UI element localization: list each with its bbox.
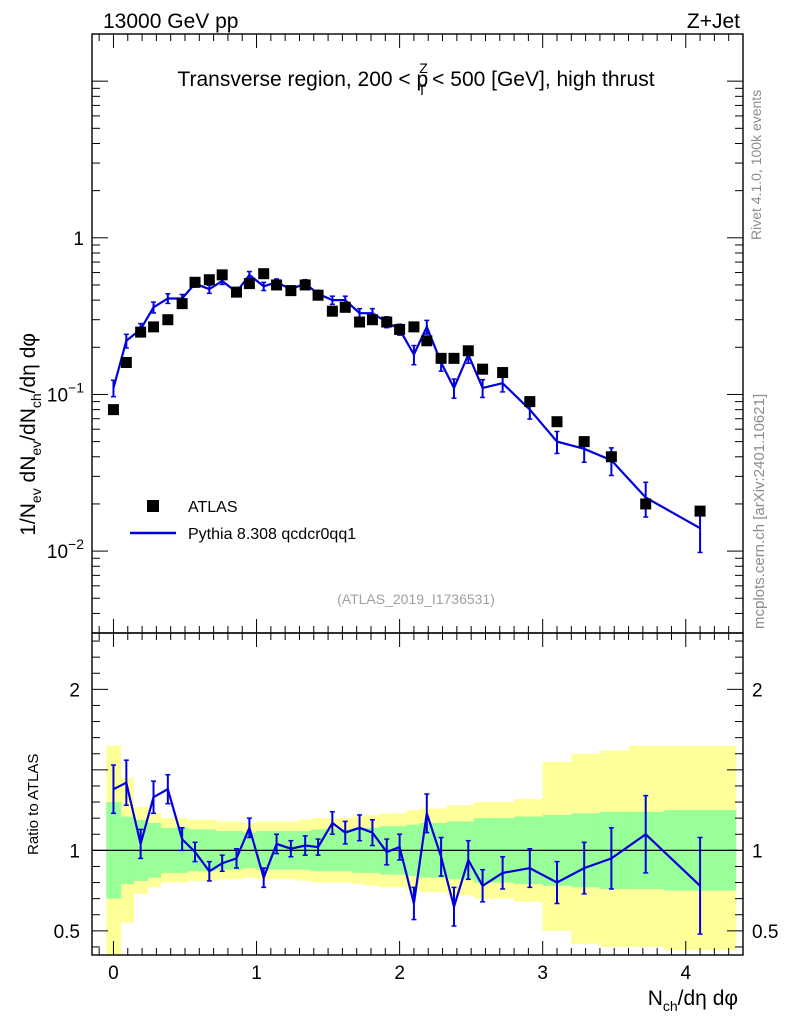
atlas-point-8	[216, 269, 228, 281]
ratio-panel-data	[110, 759, 703, 935]
atlas-point-32	[605, 451, 617, 463]
ytick-label-ratio-right-2: 2	[752, 680, 763, 701]
axis-ticks	[92, 33, 743, 955]
header-right: Z+Jet	[687, 10, 740, 33]
legend-atlas-marker	[147, 500, 159, 512]
atlas-point-24	[435, 352, 447, 364]
atlas-point-9	[231, 286, 243, 298]
atlas-point-2	[135, 326, 147, 338]
atlas-point-19	[366, 314, 378, 326]
plot-title-sup: Z	[419, 60, 428, 76]
ytick-label-ratio-left-0.5: 0.5	[54, 922, 80, 943]
atlas-point-34	[694, 505, 706, 517]
plot-title: Transverse region, 200 < pZ T < 500 [GeV]…	[177, 60, 654, 98]
atlas-point-6	[189, 276, 201, 288]
legend-atlas-label: ATLAS	[188, 499, 238, 516]
atlas-point-11	[258, 268, 270, 280]
side-label-rivet: Rivet 4.1.0, 100k events	[748, 90, 764, 240]
main-panel-data	[107, 268, 706, 554]
analysis-watermark: (ATLAS_2019_I1736531)	[337, 591, 495, 607]
header-left: 13000 GeV pp	[103, 10, 238, 33]
axis-tick-labels: 0 1 2 3 4 10−2 10−1 1 0.5 0.5 1 1 2 2	[47, 229, 779, 984]
atlas-point-26	[462, 345, 474, 357]
legend-pythia-label: Pythia 8.308 qcdcr0qq1	[188, 526, 356, 543]
xtick-label-1: 1	[251, 963, 262, 984]
atlas-point-7	[203, 274, 215, 286]
atlas-point-23	[421, 335, 433, 347]
atlas-point-18	[354, 316, 366, 328]
atlas-point-16	[326, 305, 338, 317]
atlas-point-5	[176, 298, 188, 310]
atlas-point-20	[381, 316, 393, 328]
ratio-y-axis-label: Ratio to ATLAS	[25, 754, 42, 855]
atlas-point-4	[162, 314, 174, 326]
ytick-label-ratio-right-1: 1	[752, 841, 763, 862]
ytick-label-ratio-right-0.5: 0.5	[752, 922, 778, 943]
atlas-point-13	[285, 285, 297, 297]
atlas-point-22	[408, 321, 420, 333]
xtick-label-0: 0	[108, 963, 119, 984]
pythia-line	[112, 273, 701, 530]
atlas-point-1	[120, 356, 132, 368]
plot-title-sub: T	[418, 82, 427, 98]
atlas-point-31	[578, 436, 590, 448]
atlas-point-28	[497, 367, 509, 379]
atlas-point-25	[448, 352, 460, 364]
x-axis-label: Nch/dη dφ	[648, 987, 738, 1014]
xtick-label-2: 2	[394, 963, 405, 984]
plot-title-text-1: Transverse region, 200 < p	[177, 68, 428, 91]
atlas-point-14	[299, 279, 311, 291]
atlas-point-17	[339, 301, 351, 313]
atlas-point-3	[148, 321, 160, 333]
ytick-label-main-0: 10−2	[47, 536, 84, 563]
plot-title-text-2: < 500 [GeV], high thrust	[426, 68, 654, 91]
atlas-point-30	[551, 416, 563, 428]
ytick-label-main-1: 10−1	[47, 379, 84, 406]
xtick-label-4: 4	[680, 963, 691, 984]
atlas-point-0	[107, 404, 119, 416]
atlas-point-10	[243, 278, 255, 290]
atlas-point-15	[312, 289, 324, 301]
main-y-axis-label: 1/Nev dNev/dNch/dη dφ	[17, 333, 44, 536]
atlas-point-29	[524, 396, 536, 408]
ratio-panel-frame	[91, 632, 744, 956]
atlas-point-27	[477, 363, 489, 375]
side-label-mcplots: mcplots.cern.ch [arXiv:2401.10621]	[751, 394, 768, 629]
main-panel-frame	[91, 33, 744, 634]
atlas-point-12	[271, 279, 283, 291]
atlas-point-33	[640, 498, 652, 510]
ytick-label-ratio-left-1: 1	[69, 841, 80, 862]
xtick-label-3: 3	[537, 963, 548, 984]
ytick-label-ratio-left-2: 2	[69, 680, 80, 701]
ytick-label-main-1: 1	[73, 229, 84, 250]
atlas-point-21	[394, 323, 406, 335]
